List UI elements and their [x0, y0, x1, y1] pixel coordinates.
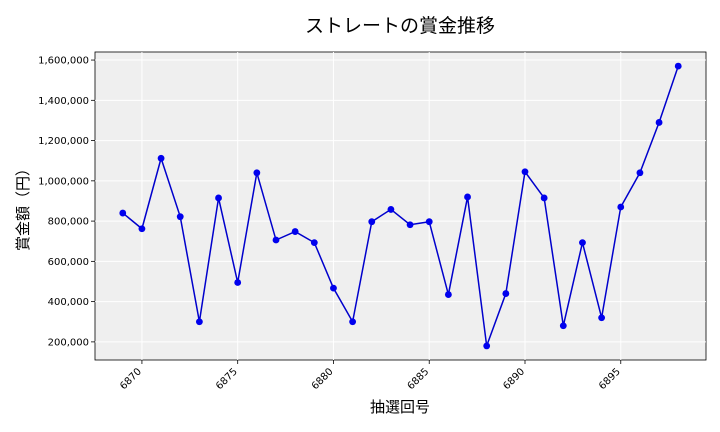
data-point: [195, 318, 203, 326]
x-tick-label: 6890: [501, 366, 527, 392]
data-point: [655, 119, 663, 126]
data-point: [598, 314, 606, 322]
data-point: [617, 203, 625, 211]
data-point: [483, 342, 491, 350]
data-point: [502, 290, 510, 297]
data-point: [272, 236, 280, 244]
y-axis-label: 賞金額（円）: [14, 161, 32, 251]
data-point: [387, 206, 395, 213]
data-point: [310, 239, 318, 247]
x-tick-label: 6885: [406, 366, 432, 392]
x-tick-label: 6895: [597, 366, 623, 392]
y-tick-label: 1,000,000: [38, 176, 89, 187]
data-point: [368, 218, 376, 226]
x-tick-label: 6875: [214, 366, 240, 392]
x-tick-label: 6870: [118, 366, 144, 392]
data-point: [330, 284, 337, 292]
data-point: [444, 291, 452, 298]
data-point: [157, 154, 165, 162]
series-line-group: [119, 62, 682, 350]
data-point: [349, 318, 357, 326]
data-point: [559, 322, 567, 330]
x-axis: 6870 6875 6880 6885 6890 6895: [118, 360, 623, 392]
y-tick-label: 400,000: [48, 297, 89, 308]
data-point: [253, 169, 261, 177]
y-tick-label: 600,000: [48, 257, 89, 268]
chart-title: ストレートの賞金推移: [305, 15, 495, 37]
y-tick-label: 1,600,000: [38, 56, 89, 67]
series-line: [122, 65, 679, 347]
data-point: [674, 62, 682, 70]
y-tick-label: 800,000: [48, 217, 89, 228]
data-point: [138, 225, 146, 233]
data-point: [234, 279, 242, 286]
plot-area: [94, 51, 707, 361]
data-point: [464, 193, 471, 201]
data-point: [176, 213, 184, 221]
y-tick-label: 1,200,000: [38, 136, 89, 147]
data-point: [215, 194, 222, 202]
data-point: [540, 194, 548, 202]
data-point: [119, 209, 127, 217]
data-point: [291, 228, 299, 235]
y-axis: 200,000 400,000 600,000 800,000 1,000,000 1,2…: [38, 56, 95, 348]
x-tick-label: 6880: [310, 366, 336, 392]
y-tick-label: 200,000: [48, 337, 89, 348]
x-axis-label: 抽選回号: [370, 398, 430, 416]
data-point: [406, 221, 414, 229]
data-point: [579, 239, 586, 247]
data-point: [521, 168, 529, 176]
data-point: [425, 218, 433, 226]
data-point: [636, 169, 644, 177]
y-tick-label: 1,400,000: [38, 96, 89, 107]
